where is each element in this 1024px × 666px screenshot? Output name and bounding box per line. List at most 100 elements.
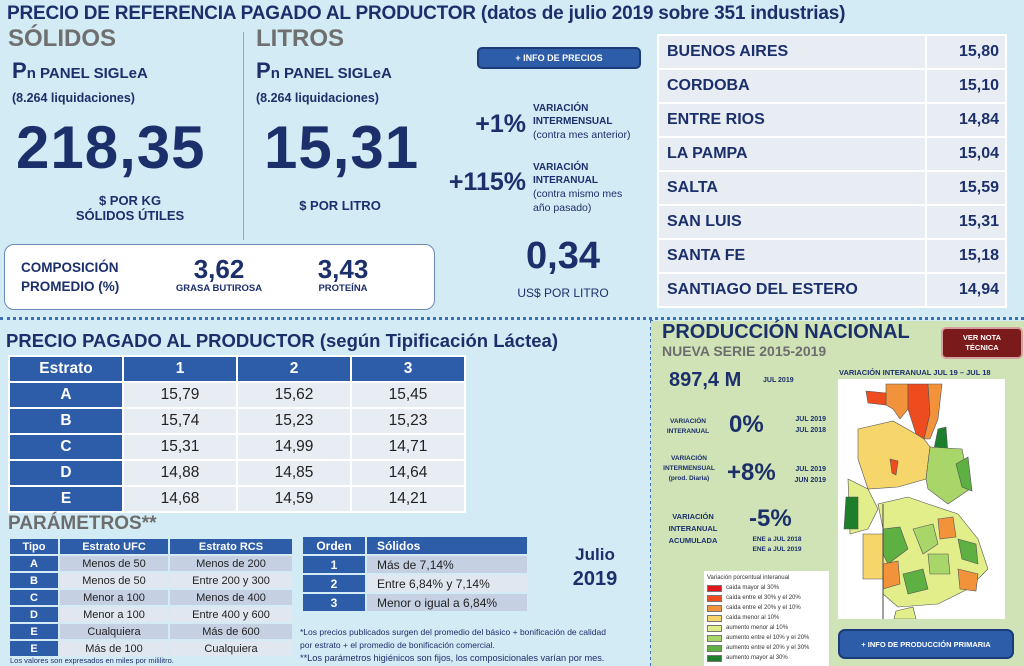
provincia-row: SALTA 15,59 (657, 170, 1007, 206)
legend-label: caída mayor al 30% (726, 585, 780, 591)
provincia-name: SANTIAGO DEL ESTERO (657, 272, 927, 308)
produccion-title: PRODUCCIÓN NACIONAL (662, 321, 910, 343)
provincia-value: 15,80 (925, 34, 1007, 70)
legend-swatch (707, 634, 722, 642)
provincia-row: ENTRE RIOS 14,84 (657, 102, 1007, 138)
composicion-box: COMPOSICIÓN PROMEDIO (%) 3,62 GRASA BUTI… (4, 244, 435, 310)
rcs-cell: Cualquiera (168, 639, 294, 658)
tipificacion-header: 2 (236, 355, 352, 383)
solidos-heading: SÓLIDOS (8, 25, 117, 52)
tipificacion-header: Estrato (8, 355, 124, 383)
litros-unit: $ POR LITRO (299, 198, 381, 213)
parametros-table: Tipo Estrato UFC Estrato RCS A Menos de 50 M… (8, 537, 294, 658)
legend-swatch (707, 644, 722, 652)
solidos-panel-label: Pn PANEL SIGLeA (12, 58, 148, 84)
tipificacion-header: 3 (350, 355, 466, 383)
legend-label: caída entre el 20% y el 10% (726, 605, 801, 611)
rcs-cell: Menos de 200 (168, 554, 294, 573)
provincia-value: 15,18 (925, 238, 1007, 274)
parametros-row: A Menos de 50 Menos de 200 (8, 554, 294, 573)
period: JUL 2018 (795, 427, 826, 434)
tipo-key: D (8, 605, 60, 624)
price-cell: 14,21 (350, 485, 466, 513)
price-cell: 14,59 (236, 485, 352, 513)
parametros-row: B Menos de 50 Entre 200 y 300 (8, 571, 294, 590)
provincia-value: 15,59 (925, 170, 1007, 206)
price-cell: 14,88 (122, 459, 238, 487)
parametros-row: E Más de 100 Cualquiera (8, 639, 294, 658)
orden-row: 3 Menor o igual a 6,84% (301, 592, 529, 613)
label-line: VARIACIÓN (533, 162, 589, 173)
orden-row: 2 Entre 6,84% y 7,14% (301, 573, 529, 594)
legend-swatch (707, 614, 722, 622)
info-produccion-button[interactable]: + INFO DE PRODUCCIÓN PRIMARIA (838, 629, 1014, 659)
production-map (838, 379, 1005, 619)
label-line: ACUMULADA (668, 536, 718, 545)
period: JUL 2019 (795, 416, 826, 423)
litros-liquidaciones: (8.264 liquidaciones) (256, 91, 379, 105)
litros-panel-label: Pn PANEL SIGLeA (256, 58, 392, 84)
ver-nota-tecnica-button[interactable]: VER NOTA TÉCNICA (941, 327, 1023, 359)
usd-unit: US$ POR LITRO (517, 286, 609, 300)
legend-label: aumento entre el 20% y el 30% (726, 645, 810, 651)
ufc-cell: Menos de 50 (58, 571, 170, 590)
tipificacion-row: B 15,74 15,23 15,23 (8, 407, 466, 435)
label-line: INTERANUAL (666, 428, 710, 435)
litros-heading: LITROS (256, 25, 344, 52)
solidos-cell: Menor o igual a 6,84% (365, 592, 529, 613)
ufc-cell: Menos de 50 (58, 554, 170, 573)
estrato-key: E (8, 485, 124, 513)
prod-intermensual-periods: JUL 2019 JUN 2019 (786, 464, 826, 486)
usd-value: 0,34 (526, 235, 600, 277)
prod-interanual-value: 0% (729, 411, 764, 438)
price-cell: 15,31 (122, 433, 238, 461)
orden-header: Sólidos (365, 535, 529, 556)
estrato-key: B (8, 407, 124, 435)
prod-intermensual-value: +8% (727, 459, 776, 486)
prod-acumulada-periods: ENE a JUL 2018 ENE a JUL 2019 (737, 535, 817, 555)
legend-swatch (707, 624, 722, 632)
page-title: PRECIO DE REFERENCIA PAGADO AL PRODUCTOR… (7, 3, 846, 24)
label-line: INTERMENSUAL (533, 116, 613, 127)
orden-key: 2 (301, 573, 367, 594)
legend-item: aumento menor al 10% (707, 623, 826, 633)
provincia-row: SAN LUIS 15,31 (657, 204, 1007, 240)
panel-rest: n PANEL SIGLeA (270, 65, 392, 82)
prod-interanual-label: VARIACIÓN INTERANUAL (663, 417, 713, 437)
period: JUN 2019 (794, 477, 826, 484)
parametros-header: Estrato UFC (58, 537, 170, 556)
parametros-title: PARÁMETROS** (8, 513, 157, 534)
label-line: INTERMENSUAL (663, 465, 715, 472)
price-cell: 15,45 (350, 381, 466, 409)
provincia-row: BUENOS AIRES 15,80 (657, 34, 1007, 70)
price-cell: 14,85 (236, 459, 352, 487)
period: ENE a JUL 2019 (752, 546, 802, 553)
provincias-table: BUENOS AIRES 15,80 CORDOBA 15,10 ENTRE RIOS 1… (657, 34, 1007, 308)
grasa-label: GRASA BUTIROSA (175, 283, 263, 294)
legend-item: caída menor al 10% (707, 613, 826, 623)
tipo-key: E (8, 639, 60, 658)
panel-p: P (256, 58, 271, 83)
proteina-label: PROTEÍNA (318, 283, 368, 294)
composicion-label-line2: PROMEDIO (%) (21, 279, 120, 294)
info-precios-button[interactable]: + INFO DE PRECIOS (477, 47, 641, 69)
legend-label: caída entre el 30% y el 20% (726, 595, 801, 601)
grasa-block: 3,62 GRASA BUTIROSA (171, 255, 267, 294)
produccion-volume: 897,4 M (669, 369, 742, 391)
tipo-key: A (8, 554, 60, 573)
var-intermensual-label: VARIACIÓN INTERMENSUAL (contra mes anter… (533, 102, 630, 142)
rcs-cell: Entre 200 y 300 (168, 571, 294, 590)
provincia-name: SALTA (657, 170, 927, 206)
provincia-name: LA PAMPA (657, 136, 927, 172)
legend-swatch (707, 594, 722, 602)
orden-key: 1 (301, 554, 367, 575)
label-line: año pasado) (533, 202, 592, 214)
solidos-liquidaciones: (8.264 liquidaciones) (12, 91, 135, 105)
tipificacion-table: Estrato 1 2 3 A 15,79 15,62 15,45 B 15,74 15,23 15… (8, 355, 466, 513)
legend-item: caída mayor al 30% (707, 583, 826, 593)
legend-label: aumento entre el 10% y el 20% (726, 635, 810, 641)
composicion-label: COMPOSICIÓN PROMEDIO (%) (21, 258, 119, 296)
label-line: VARIACIÓN (670, 418, 706, 425)
estrato-key: C (8, 433, 124, 461)
provincia-row: SANTIAGO DEL ESTERO 14,94 (657, 272, 1007, 308)
